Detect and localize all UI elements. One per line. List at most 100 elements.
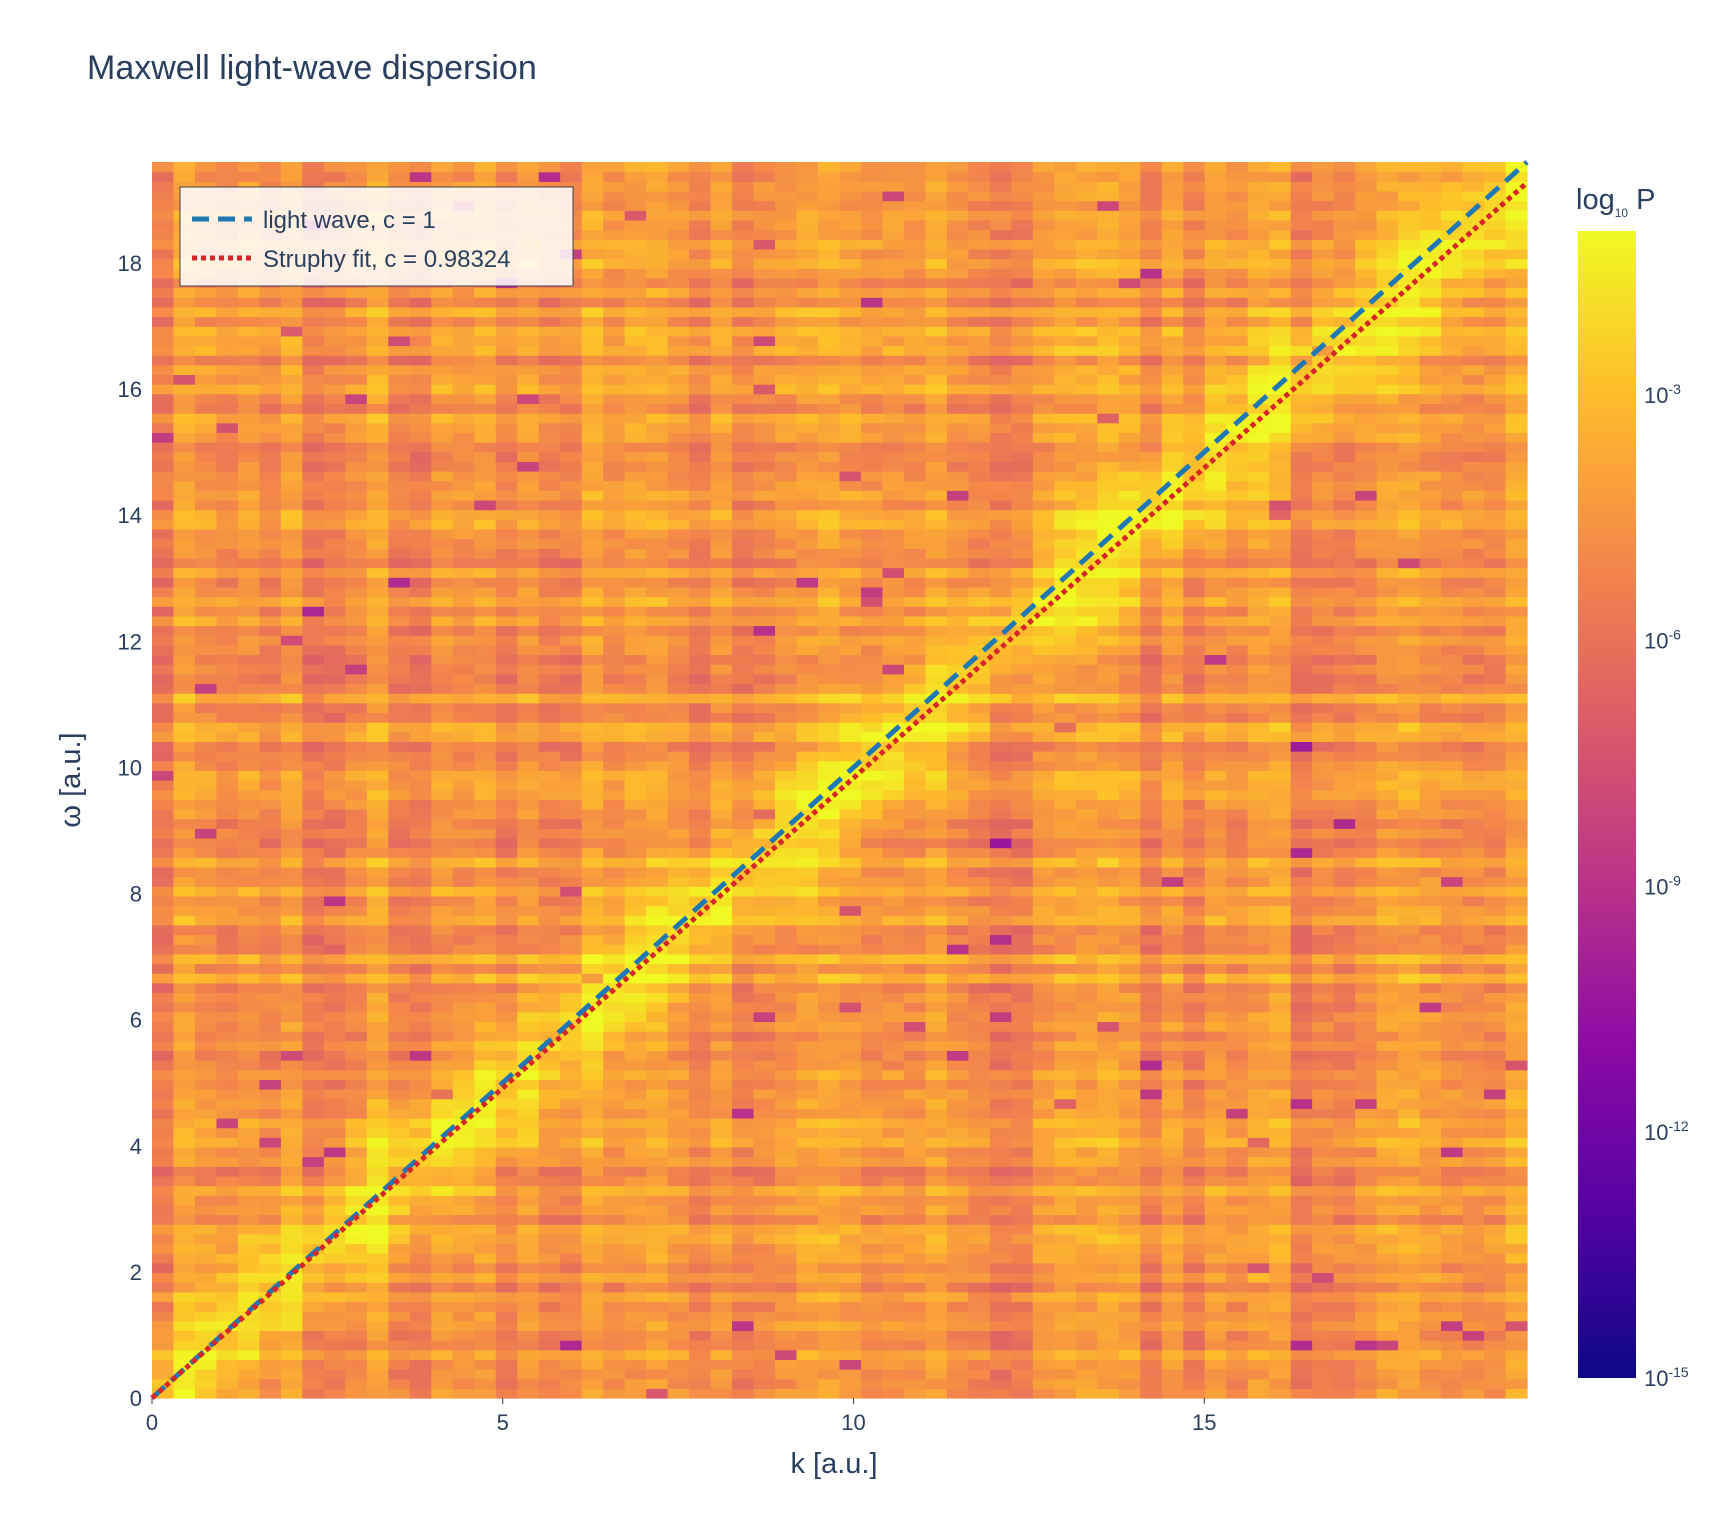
heatmap-cell (1032, 799, 1055, 810)
heatmap-cell (1441, 808, 1464, 820)
heatmap-cell (1398, 731, 1421, 742)
heatmap-cell (452, 1127, 475, 1138)
heatmap-cell (903, 1195, 927, 1206)
heatmap-cell (323, 1117, 346, 1129)
heatmap-cell (796, 837, 819, 849)
heatmap-cell (302, 1195, 325, 1206)
heatmap-cell (1118, 1204, 1141, 1216)
heatmap-cell (216, 886, 239, 897)
heatmap-cell (431, 1388, 454, 1399)
heatmap-cell (517, 673, 540, 685)
heatmap-cell (1312, 712, 1335, 723)
heatmap-cell (345, 1137, 368, 1148)
heatmap-cell (452, 664, 475, 675)
heatmap-cell (1441, 944, 1464, 955)
heatmap-cell (775, 1311, 798, 1322)
heatmap-cell (818, 664, 841, 675)
heatmap-cell (1011, 673, 1034, 685)
heatmap-cell (1505, 1050, 1528, 1061)
heatmap-cell (882, 886, 905, 897)
heatmap-cell (366, 693, 389, 704)
heatmap-cell (1183, 837, 1206, 849)
heatmap-cell (560, 683, 583, 694)
heatmap-cell (474, 789, 497, 800)
heatmap-cell (882, 654, 905, 665)
heatmap-cell (839, 722, 862, 733)
heatmap-cell (710, 1340, 733, 1351)
heatmap-cell (1333, 1060, 1356, 1071)
heatmap-cell (1269, 895, 1292, 907)
heatmap-cell (732, 1156, 755, 1167)
heatmap-cell (366, 1098, 389, 1109)
heatmap-cell (796, 1330, 819, 1341)
heatmap-cell (388, 876, 411, 887)
heatmap-cell (1183, 934, 1206, 945)
heatmap-cell (517, 1108, 540, 1119)
heatmap-cell (732, 673, 755, 685)
heatmap-cell (1355, 1378, 1378, 1389)
heatmap-cell (538, 799, 561, 810)
heatmap-cell (345, 683, 368, 694)
heatmap-cell (1118, 1243, 1141, 1254)
heatmap-cell (388, 751, 411, 762)
heatmap-cell (732, 1243, 755, 1254)
heatmap-cell (1376, 1011, 1399, 1023)
heatmap-cell (538, 683, 561, 694)
heatmap-cell (1462, 751, 1485, 762)
heatmap-cell (1054, 1388, 1077, 1399)
heatmap-cell (538, 1262, 561, 1274)
heatmap-cell (302, 1166, 325, 1177)
heatmap-cell (839, 693, 862, 704)
heatmap-cell (1484, 1175, 1507, 1187)
heatmap-cell (1032, 1069, 1055, 1080)
heatmap-cell (1097, 1214, 1120, 1225)
heatmap-cell (302, 760, 325, 771)
heatmap-cell (968, 1359, 991, 1370)
heatmap-cell (560, 1369, 583, 1380)
heatmap-cell (366, 1330, 389, 1341)
heatmap-cell (173, 683, 196, 694)
heatmap-cell (796, 1272, 819, 1283)
heatmap-cell (1183, 1031, 1206, 1042)
heatmap-cell (431, 944, 454, 955)
heatmap-cell (989, 1224, 1012, 1235)
heatmap-cell (839, 886, 862, 897)
heatmap-cell (603, 837, 626, 849)
heatmap-cell (152, 1195, 175, 1206)
heatmap-cell (452, 1137, 475, 1148)
heatmap-cell (839, 731, 862, 742)
heatmap-cell (409, 1098, 432, 1109)
heatmap-cell (946, 953, 969, 965)
heatmap-cell (323, 915, 346, 926)
heatmap-cell (1226, 673, 1249, 685)
heatmap-cell (1419, 876, 1442, 887)
heatmap-cell (194, 1359, 218, 1370)
heatmap-cell (280, 953, 303, 965)
heatmap-cell (581, 992, 604, 1003)
heatmap-cell (753, 731, 776, 742)
heatmap-cell (732, 1233, 755, 1245)
heatmap-cell (603, 1031, 626, 1042)
heatmap-cell (603, 1040, 626, 1051)
heatmap-cell (753, 1089, 776, 1100)
heatmap-cell (667, 818, 690, 829)
heatmap-cell (860, 934, 884, 945)
heatmap-cell (1183, 1349, 1206, 1360)
heatmap-cell (366, 808, 389, 820)
heatmap-cell (1226, 953, 1249, 965)
heatmap-cell (689, 1204, 712, 1216)
heatmap-cell (538, 1204, 561, 1216)
heatmap-cell (259, 1330, 282, 1341)
heatmap-cell (1204, 1282, 1227, 1293)
heatmap-cell (216, 1262, 239, 1274)
heatmap-cell (796, 1069, 819, 1080)
heatmap-cell (689, 1137, 712, 1148)
heatmap-cell (366, 1359, 389, 1370)
heatmap-cell (216, 741, 239, 752)
heatmap-cell (538, 876, 561, 887)
heatmap-cell (259, 1117, 282, 1129)
heatmap-cell (732, 1214, 755, 1225)
heatmap-cell (194, 808, 218, 820)
heatmap-cell (775, 1127, 798, 1138)
heatmap-cell (732, 866, 755, 878)
